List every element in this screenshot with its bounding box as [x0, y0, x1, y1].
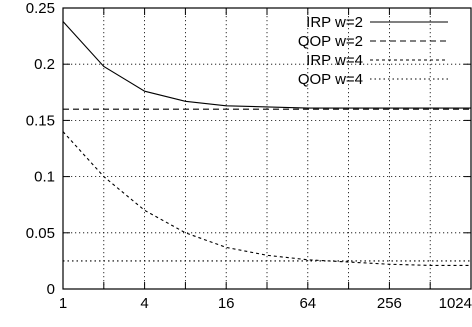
legend-label: QOP w=2 [298, 33, 363, 50]
y-tick-label: 0 [47, 281, 55, 298]
y-tick-label: 0.25 [26, 0, 55, 17]
y-tick-label: 0.1 [34, 169, 55, 186]
series-line-1 [62, 21, 471, 109]
series-line-3 [62, 131, 471, 266]
x-tick-label: 64 [299, 295, 316, 312]
y-tick-label: 0.2 [34, 56, 55, 73]
x-tick-label: 16 [218, 295, 235, 312]
y-tick-label: 0.15 [26, 112, 55, 129]
legend: IRP w=2 QOP w=2 IRP w=4 QOP w=4 [298, 14, 448, 88]
axes: 0 0.05 0.1 0.15 0.2 0.25 1 4 16 64 256 1024 [26, 0, 472, 312]
legend-label: IRP w=4 [306, 52, 363, 69]
grid-lines [63, 8, 471, 289]
y-tick-label: 0.05 [26, 225, 55, 242]
x-tick-label: 1 [59, 295, 67, 312]
plot-series [62, 21, 471, 266]
x-tick-label: 256 [377, 295, 402, 312]
legend-label: IRP w=2 [306, 14, 363, 31]
x-tick-label: 1024 [439, 295, 472, 312]
legend-label: QOP w=4 [298, 71, 363, 88]
x-tick-label: 4 [140, 295, 148, 312]
